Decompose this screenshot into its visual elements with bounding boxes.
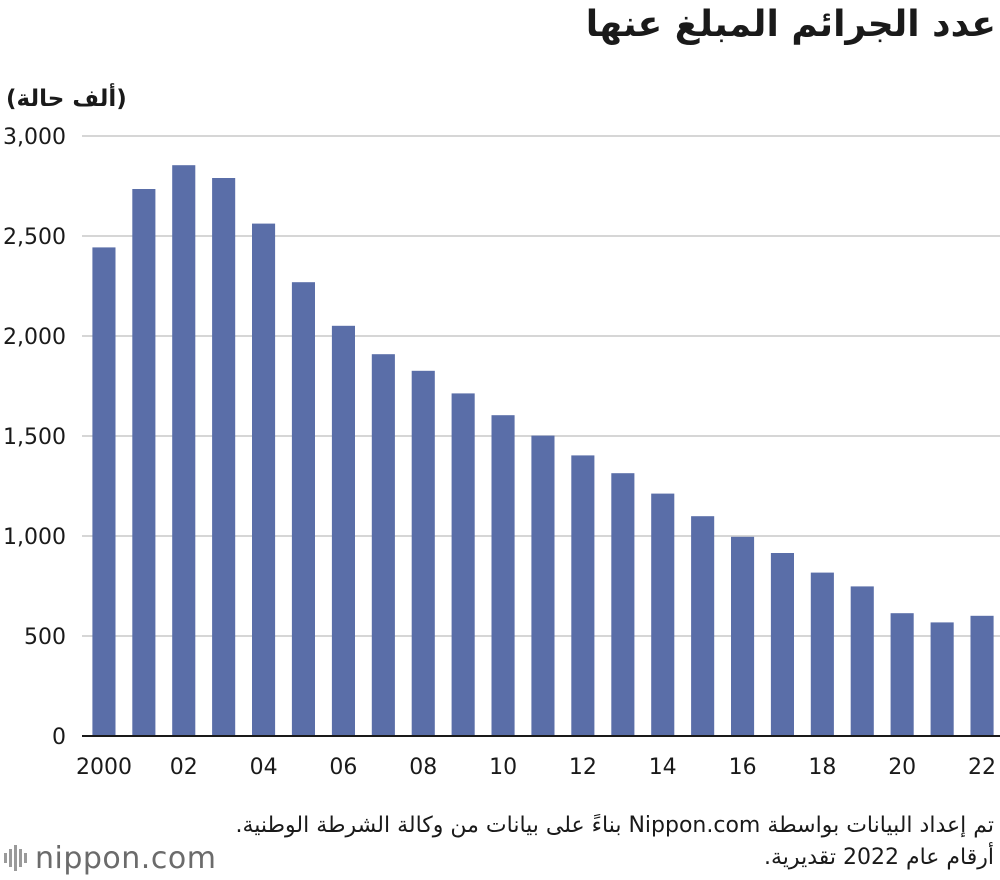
x-tick-label: 12 bbox=[569, 755, 597, 780]
bar-2001 bbox=[132, 189, 156, 736]
x-tick-label: 06 bbox=[329, 755, 357, 780]
x-tick-label: 2000 bbox=[76, 755, 132, 780]
bar-2011 bbox=[531, 435, 555, 736]
y-axis-ticks: 0 500 1,000 1,500 2,000 2,500 3,000 bbox=[3, 125, 66, 750]
bar-2004 bbox=[252, 223, 276, 737]
bar-2021 bbox=[930, 622, 954, 736]
bar-chart: 0 500 1,000 1,500 2,000 2,500 3,000 2000 02 04 06… bbox=[3, 125, 1000, 780]
bar-2020 bbox=[890, 613, 914, 736]
y-tick-label: 2,000 bbox=[3, 325, 66, 350]
bar-2017 bbox=[770, 553, 794, 736]
bar-2009 bbox=[451, 393, 475, 736]
y-axis-unit-label: (ألف حالة) bbox=[6, 86, 127, 112]
x-tick-label: 20 bbox=[888, 755, 916, 780]
bar-2003 bbox=[212, 178, 236, 736]
bar-2019 bbox=[850, 586, 874, 736]
y-tick-label: 3,000 bbox=[3, 125, 66, 150]
x-tick-label: 04 bbox=[250, 755, 278, 780]
x-tick-label: 18 bbox=[808, 755, 836, 780]
bar-2013 bbox=[611, 473, 635, 736]
bar-2012 bbox=[571, 455, 595, 736]
x-tick-label: 02 bbox=[170, 755, 198, 780]
x-tick-label: 16 bbox=[729, 755, 757, 780]
y-tick-label: 0 bbox=[52, 725, 66, 750]
source-note: تم إعداد البيانات بواسطة Nippon.com بناء… bbox=[235, 813, 994, 870]
nippon-logo: nippon.com bbox=[4, 840, 216, 876]
x-tick-label: 10 bbox=[489, 755, 517, 780]
x-tick-label: 22 bbox=[968, 755, 996, 780]
y-tick-label: 500 bbox=[24, 625, 66, 650]
bar-2006 bbox=[331, 325, 355, 736]
bar-2018 bbox=[810, 572, 834, 736]
bar-2014 bbox=[651, 493, 675, 736]
y-tick-label: 1,000 bbox=[3, 525, 66, 550]
bar-2022 bbox=[970, 615, 994, 736]
bar-2002 bbox=[172, 165, 196, 736]
bar-2007 bbox=[371, 354, 395, 736]
y-tick-label: 1,500 bbox=[3, 425, 66, 450]
x-tick-label: 14 bbox=[649, 755, 677, 780]
bar-2005 bbox=[291, 282, 315, 736]
bars bbox=[92, 165, 994, 737]
bar-2008 bbox=[411, 370, 435, 736]
x-axis-ticks: 2000 02 04 06 08 10 12 14 16 18 20 22 bbox=[76, 755, 996, 780]
bar-2015 bbox=[691, 516, 715, 736]
bar-2016 bbox=[731, 536, 755, 736]
bar-2010 bbox=[491, 415, 515, 736]
logo-bars-icon bbox=[4, 842, 27, 874]
logo-text: nippon.com bbox=[35, 840, 217, 876]
chart-title: عدد الجرائم المبلغ عنها bbox=[585, 4, 996, 45]
y-tick-label: 2,500 bbox=[3, 225, 66, 250]
bar-2000 bbox=[92, 247, 116, 736]
x-tick-label: 08 bbox=[409, 755, 437, 780]
